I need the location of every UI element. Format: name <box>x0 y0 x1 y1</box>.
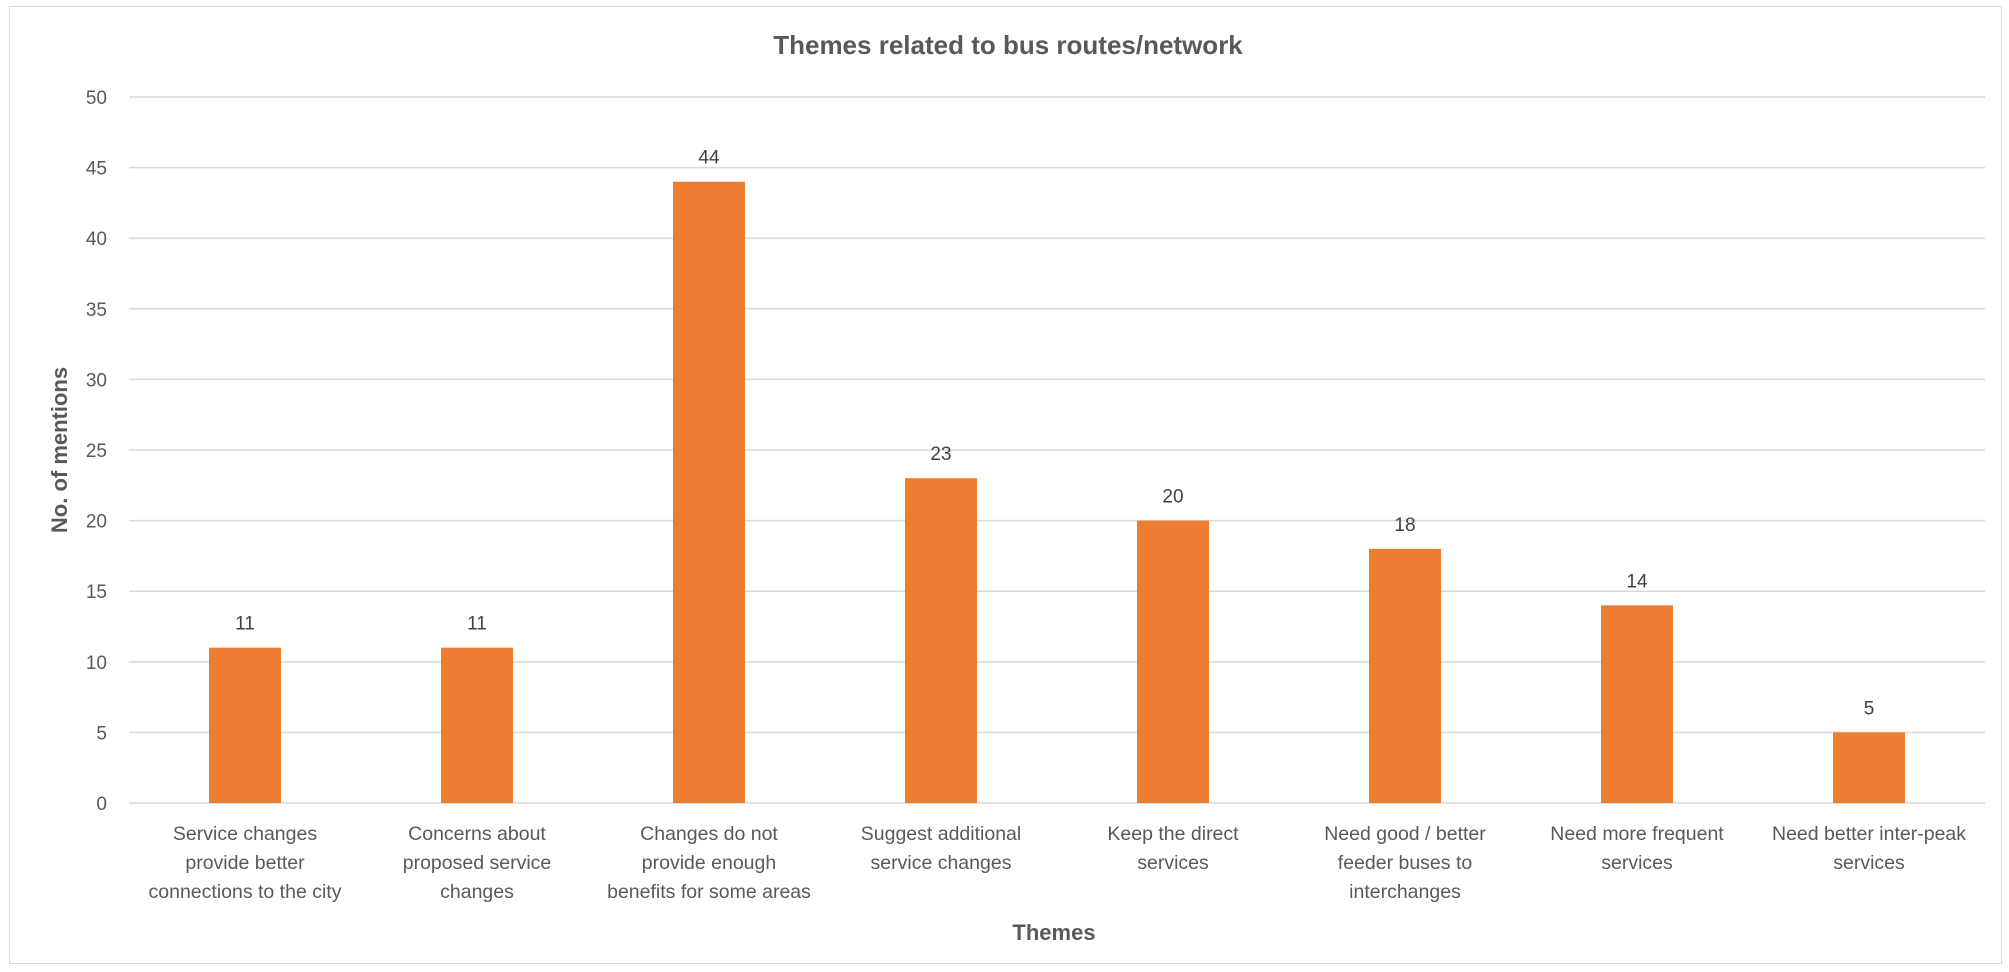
x-tick-label-line: Suggest additional <box>861 823 1021 845</box>
x-tick-label-line: Keep the direct <box>1107 823 1239 845</box>
y-tick-label: 10 <box>86 653 107 674</box>
y-tick-label: 45 <box>86 159 107 180</box>
x-tick-label-line: Concerns about <box>408 823 546 845</box>
x-tick-label-line: proposed service <box>403 852 552 874</box>
x-tick-label-line: Service changes <box>173 823 317 845</box>
data-label: 23 <box>930 444 951 465</box>
y-tick-label: 0 <box>96 794 107 815</box>
y-tick-label: 25 <box>86 441 107 462</box>
data-label: 11 <box>235 614 255 635</box>
bar <box>441 647 513 803</box>
y-tick-label: 20 <box>86 512 107 533</box>
data-label: 11 <box>467 614 487 635</box>
y-tick-label: 40 <box>86 229 107 250</box>
x-tick-label-line: service changes <box>871 852 1012 874</box>
data-label: 20 <box>1162 487 1183 508</box>
x-tick-label-line: connections to the city <box>149 881 342 903</box>
data-label: 14 <box>1626 571 1648 592</box>
y-axis-title: No. of mentions <box>47 367 72 533</box>
x-tick-label-line: interchanges <box>1349 881 1461 903</box>
x-tick-label: Service changes provide better connections… <box>149 823 342 903</box>
x-tick-label-line: Need more frequent <box>1550 823 1724 845</box>
x-tick-label-line: Need better inter-peak <box>1772 823 1966 845</box>
y-tick-label: 15 <box>86 582 107 603</box>
x-axis-title: Themes <box>1012 920 1095 945</box>
y-tick-label: 5 <box>96 723 107 744</box>
bar <box>905 478 977 803</box>
data-label: 5 <box>1864 698 1875 719</box>
data-labels: 11 11 44 23 20 18 14 5 <box>235 148 1874 720</box>
bars <box>209 181 1905 804</box>
data-label: 18 <box>1394 515 1415 536</box>
x-tick-label-line: services <box>1833 852 1905 874</box>
x-tick-label: Keep the direct services <box>1107 823 1239 874</box>
x-tick-label: Changes do not provide enough benefits for… <box>607 823 811 903</box>
bar <box>209 647 281 803</box>
x-tick-label: Need good / better feeder buses to interch… <box>1324 823 1486 903</box>
x-axis-categories: Service changes provide better connections… <box>149 823 1967 903</box>
bar <box>1601 605 1673 803</box>
x-tick-label-line: Changes do not <box>640 823 778 845</box>
x-tick-label-line: services <box>1137 852 1209 874</box>
x-tick-label-line: changes <box>440 881 514 903</box>
x-tick-label: Need better inter-peak services <box>1772 823 1966 874</box>
data-label: 44 <box>698 148 720 169</box>
y-axis-ticks: 0 5 10 15 20 25 30 35 40 45 50 <box>86 88 107 815</box>
x-tick-label-line: provide enough <box>642 852 776 874</box>
y-tick-label: 50 <box>86 88 107 109</box>
y-tick-label: 30 <box>86 370 107 391</box>
bar <box>1137 520 1209 803</box>
y-tick-label: 35 <box>86 300 107 321</box>
x-tick-label: Suggest additional service changes <box>861 823 1021 874</box>
gridlines <box>129 96 1985 804</box>
chart-area <box>9 6 2002 964</box>
x-tick-label-line: feeder buses to <box>1338 852 1473 874</box>
x-tick-label-line: Need good / better <box>1324 823 1486 845</box>
bar <box>1369 548 1441 803</box>
x-tick-label: Concerns about proposed service changes <box>403 823 552 903</box>
x-tick-label: Need more frequent services <box>1550 823 1724 874</box>
x-tick-label-line: provide better <box>185 852 305 874</box>
bar <box>1833 732 1905 803</box>
x-tick-label-line: benefits for some areas <box>607 881 811 903</box>
chart-title: Themes related to bus routes/network <box>773 30 1243 60</box>
x-tick-label-line: services <box>1601 852 1673 874</box>
bar <box>673 181 745 804</box>
